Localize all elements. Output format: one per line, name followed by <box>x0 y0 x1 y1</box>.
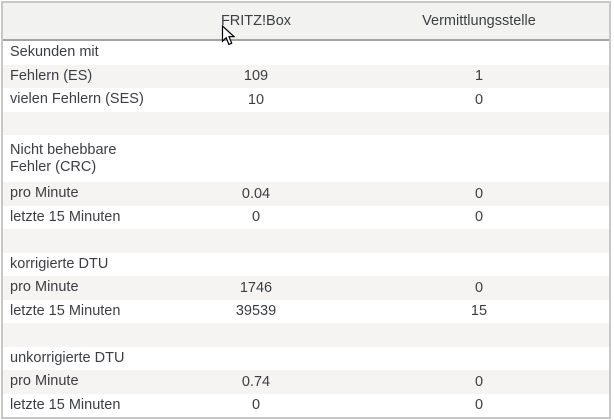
row-label: letzte 15 Minuten <box>10 208 121 225</box>
row-label: pro Minute <box>10 373 79 390</box>
table-row-fehlern-es: Fehlern (ES) 109 1 <box>3 64 609 88</box>
table-row-korrigiert-pro-minute: pro Minute 1746 0 <box>3 276 609 300</box>
row-label: letzte 15 Minuten <box>10 302 121 319</box>
cell-fritzbox: 0 <box>251 397 261 414</box>
header-fritzbox: FRITZ!Box <box>220 13 292 29</box>
table-row-section-sekunden-mit: Sekunden mit <box>3 41 609 65</box>
table-row-crc-letzte-15: letzte 15 Minuten 0 0 <box>3 205 609 229</box>
cell-vermittlungsstelle: 0 <box>474 279 484 296</box>
table-row-spacer <box>3 229 609 253</box>
cell-vermittlungsstelle: 0 <box>474 373 484 390</box>
table-row-section-crc: Nicht behebbare Fehler (CRC) <box>3 135 609 182</box>
row-label: pro Minute <box>10 185 79 202</box>
table-row-section-unkorrigierte-dtu: unkorrigierte DTU <box>3 346 609 370</box>
cell-vermittlungsstelle: 1 <box>474 68 484 85</box>
cell-vermittlungsstelle: 0 <box>474 209 484 226</box>
row-label: Nicht behebbare Fehler (CRC) <box>10 141 117 175</box>
row-label: vielen Fehlern (SES) <box>10 91 144 108</box>
table-row-korrigiert-letzte-15: letzte 15 Minuten 39539 15 <box>3 299 609 323</box>
table-header-row: FRITZ!Box Vermittlungsstelle <box>3 3 609 41</box>
cell-fritzbox: 39539 <box>235 303 277 320</box>
cell-fritzbox: 10 <box>247 91 265 108</box>
cell-fritzbox: 1746 <box>239 279 273 296</box>
table-row-crc-pro-minute: pro Minute 0.04 0 <box>3 182 609 206</box>
row-label: pro Minute <box>10 279 79 296</box>
table-row-spacer <box>3 111 609 135</box>
table-row-unkorrigiert-letzte-15: letzte 15 Minuten 0 0 <box>3 393 609 417</box>
cell-vermittlungsstelle: 15 <box>470 303 488 320</box>
cell-fritzbox: 109 <box>243 68 269 85</box>
table-row-vielen-fehlern-ses: vielen Fehlern (SES) 10 0 <box>3 88 609 112</box>
cell-fritzbox: 0 <box>251 209 261 226</box>
cell-fritzbox: 0.74 <box>241 373 271 390</box>
row-label: letzte 15 Minuten <box>10 396 121 413</box>
row-label: Sekunden mit <box>10 44 99 61</box>
row-label: Fehlern (ES) <box>10 67 93 84</box>
table-row-unkorrigiert-pro-minute: pro Minute 0.74 0 <box>3 370 609 394</box>
table-row-spacer <box>3 323 609 347</box>
cell-vermittlungsstelle: 0 <box>474 397 484 414</box>
row-label: korrigierte DTU <box>10 255 109 272</box>
header-vermittlungsstelle: Vermittlungsstelle <box>422 13 536 29</box>
row-label: unkorrigierte DTU <box>10 349 125 366</box>
cell-fritzbox: 0.04 <box>241 185 271 202</box>
cell-vermittlungsstelle: 0 <box>474 91 484 108</box>
cell-vermittlungsstelle: 0 <box>474 185 484 202</box>
table-row-section-korrigierte-dtu: korrigierte DTU <box>3 252 609 276</box>
